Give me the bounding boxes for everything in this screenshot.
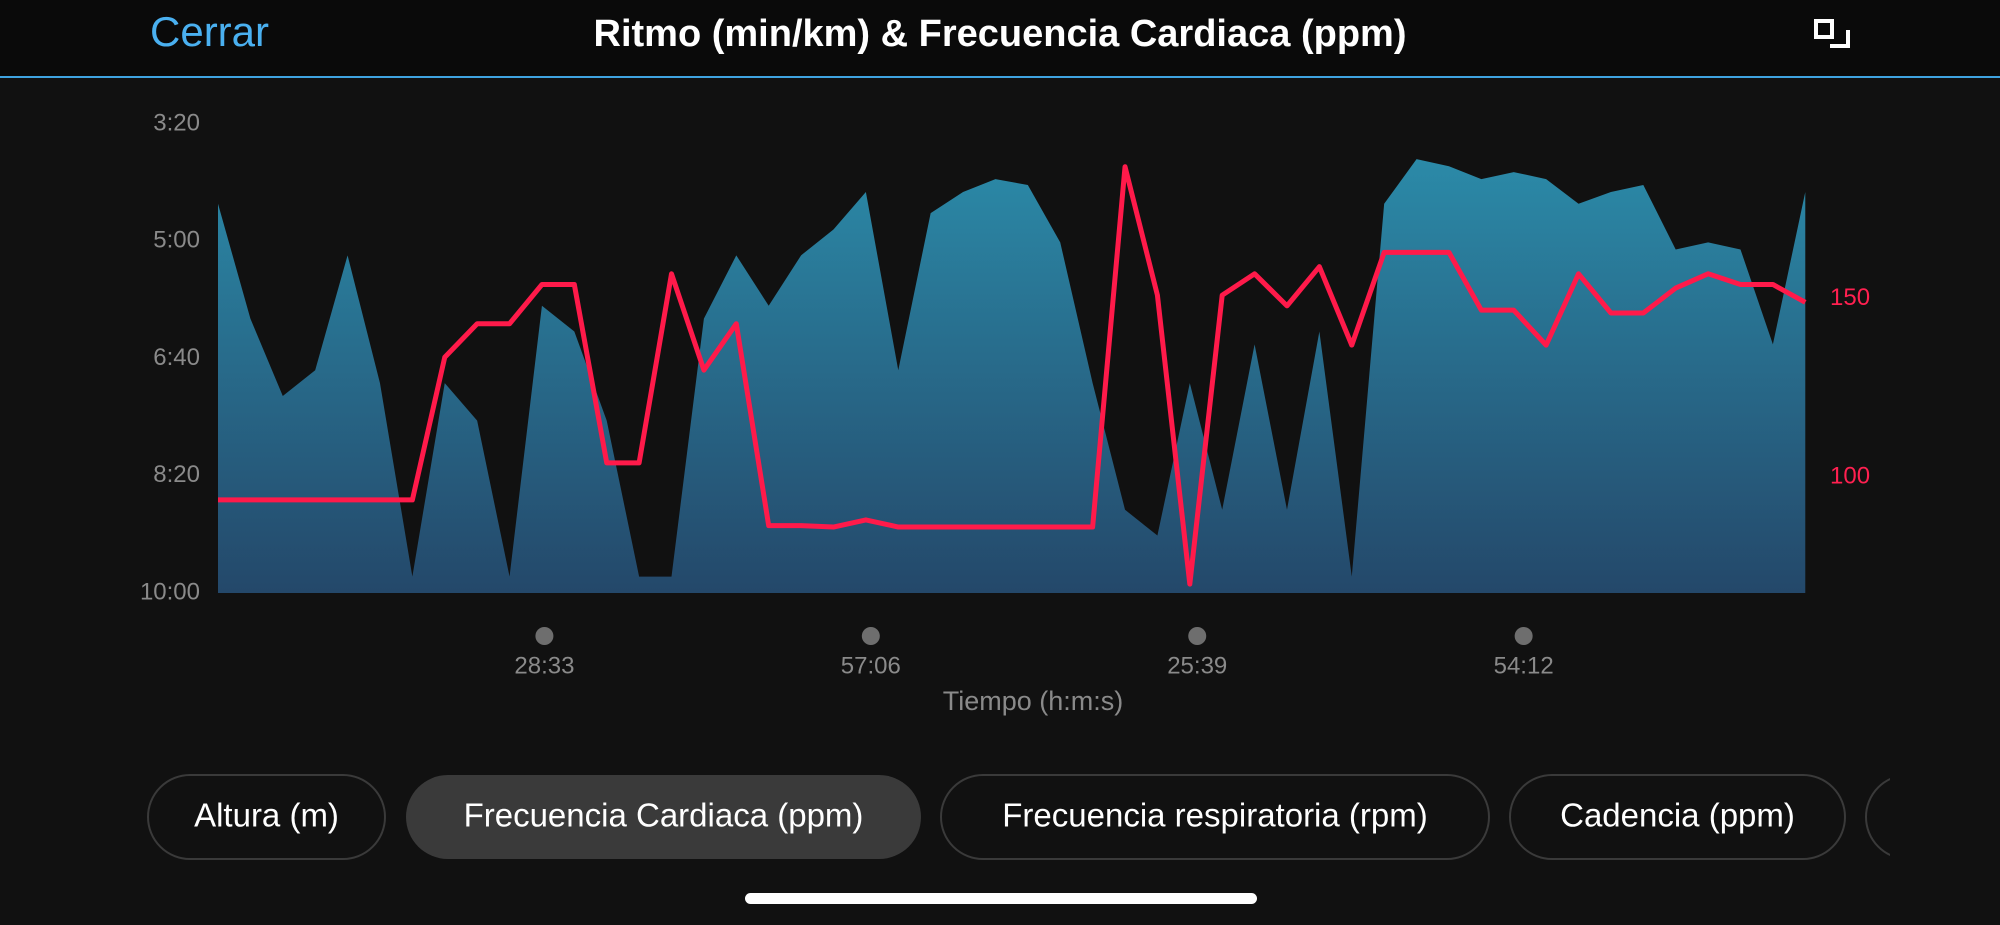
x-tick-label: 57:06 [841, 652, 901, 679]
tab-button[interactable] [1509, 774, 1846, 860]
x-tick-dot [1188, 627, 1207, 645]
x-axis-title: Tiempo (h:m:s) [943, 686, 1124, 716]
x-tick-label: 28:33 [514, 652, 574, 679]
x-tick-dot [535, 627, 554, 645]
x-tick-dot [861, 627, 880, 645]
tab-label: Altura (m) [194, 797, 339, 834]
tab-label: Cadencia (ppm) [1560, 797, 1795, 834]
tab-button[interactable] [406, 775, 921, 859]
tab-button[interactable] [940, 774, 1490, 860]
tab-bar: Altura (m) Frecuencia Cardiaca (ppm) Frecu… [147, 774, 2000, 860]
tab-label: Frecuencia Cardiaca (ppm) [464, 797, 864, 834]
heart-rate-line [218, 164, 1807, 587]
pace-area [218, 159, 1806, 594]
y-tick-label: 6:40 [153, 344, 200, 371]
close-button[interactable]: Cerrar [150, 8, 269, 55]
y2-tick-label: 100 [1830, 462, 1870, 489]
tab-button-partial[interactable] [1865, 775, 2000, 859]
y-tick-label: 5:00 [153, 227, 200, 254]
header-bar [0, 0, 2000, 76]
y-tick-label: 8:20 [153, 461, 200, 488]
chart-title: Ritmo (min/km) & Frecuencia Cardiaca (pp… [594, 13, 1407, 55]
fullscreen-icon[interactable] [1814, 19, 1850, 48]
y-tick-label: 3:20 [153, 109, 200, 136]
x-tick-label: 25:39 [1167, 652, 1227, 679]
tab-label: Frecuencia respiratoria (rpm) [1002, 797, 1427, 834]
x-tick-dot [1514, 627, 1533, 645]
home-indicator [745, 893, 1257, 904]
tab-button[interactable] [147, 774, 386, 860]
y2-tick-label: 150 [1830, 284, 1870, 311]
y-tick-label: 10:00 [140, 578, 200, 605]
x-tick-label: 54:12 [1494, 652, 1554, 679]
